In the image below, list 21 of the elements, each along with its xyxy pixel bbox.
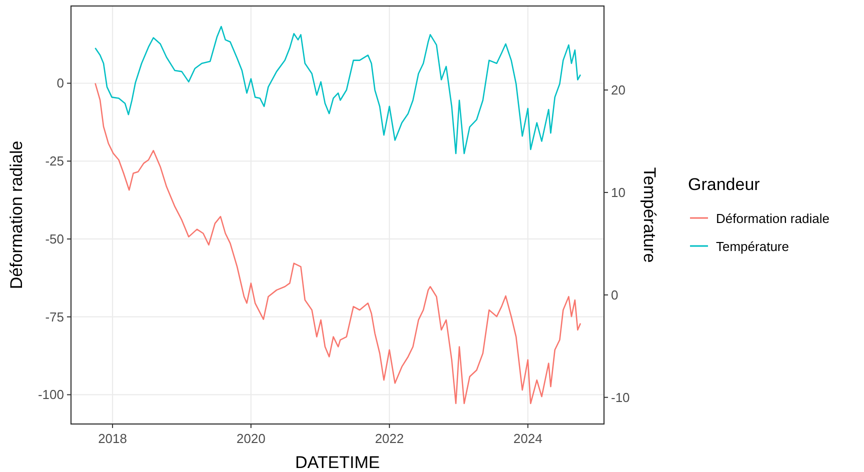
y-axis-title: Déformation radiale [7,140,26,290]
y-tick-label: -50 [45,231,64,246]
line-series [94,26,582,154]
y2-tick-label: -10 [611,390,630,405]
x-tick-label: 2018 [98,431,127,446]
y-tick-label: 0 [56,76,64,91]
y2-tick-label: 0 [611,287,618,302]
y2-tick-label: 10 [611,184,626,200]
y2-tick-label: 20 [611,82,626,98]
legend-title: Grandeur [688,175,760,194]
y-tick-label: -75 [45,309,64,324]
y2-axis-title: Température [640,167,659,263]
y-tick-label: -25 [45,154,64,169]
x-tick-label: 2022 [374,431,404,446]
x-axis-title: DATETIME [295,453,380,472]
y-tick-label: -100 [38,387,64,402]
line-series [94,82,582,404]
x-tick-label: 2020 [236,431,266,446]
legend-label: Déformation radiale [716,211,830,226]
legend-label: Température [716,239,789,254]
x-tick-label: 2024 [513,431,542,446]
